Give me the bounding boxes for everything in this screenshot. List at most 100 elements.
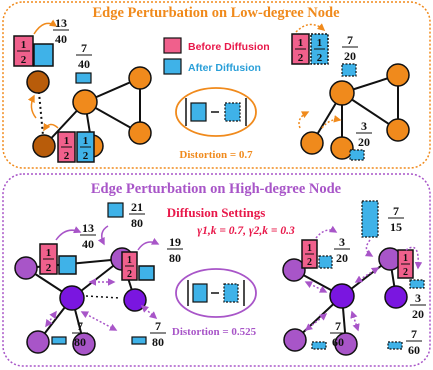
svg-text:2: 2: [317, 52, 323, 64]
double-headed-arrow-icon: [45, 278, 158, 331]
fraction-7-60-a: 7 60: [330, 319, 346, 349]
fraction-7-20: 7 20: [342, 33, 358, 63]
after-diffusion-bar-small: [75, 72, 92, 84]
diffusion-settings-params: γ1,k = 0.7, γ2,k = 0.3: [197, 225, 295, 237]
svg-text:21: 21: [131, 200, 143, 214]
after-diffusion-bar: [33, 43, 54, 67]
svg-text:60: 60: [408, 343, 420, 357]
absolute-value-bars-icon: [187, 280, 245, 306]
top-right-bar-pair: 1 2 1 2: [291, 33, 329, 65]
svg-text:40: 40: [82, 237, 94, 251]
top-right-graph-nodes: [300, 63, 410, 160]
after-diffusion-bar: [190, 102, 207, 122]
fraction-3-20-a: 3 20: [334, 235, 350, 265]
node-perturbed: [384, 285, 408, 309]
svg-text:7: 7: [393, 204, 399, 218]
node: [128, 121, 152, 145]
node-perturbed: [123, 288, 147, 312]
top-distortion-label: Distortion = 0.7: [179, 149, 253, 161]
after-diffusion-bar-perturbed: [318, 255, 333, 269]
legend: Before Diffusion After Diffusion: [163, 37, 270, 75]
bottom-right-bar-pair-2: 1 2: [397, 249, 414, 279]
svg-text:1: 1: [307, 243, 312, 254]
svg-text:20: 20: [336, 251, 348, 265]
fraction-denominator: 2: [21, 54, 27, 66]
svg-text:1: 1: [127, 255, 132, 266]
svg-text:80: 80: [152, 335, 164, 349]
fraction-7-15: 7 15: [388, 204, 404, 234]
svg-text:1: 1: [46, 247, 52, 259]
after-diffusion-bar-perturbed: [349, 149, 365, 161]
svg-text:3: 3: [339, 235, 345, 249]
after-diffusion-bar: [138, 265, 155, 281]
fraction-7-80-b: 7 80: [150, 319, 166, 349]
svg-text:13: 13: [55, 16, 67, 30]
svg-text:3: 3: [361, 119, 367, 133]
after-diffusion-bar: [107, 202, 124, 218]
diffusion-settings-title: Diffusion Settings: [167, 205, 266, 220]
svg-text:80: 80: [74, 335, 86, 349]
curved-arrow-icon: [27, 94, 37, 119]
fraction-3-20-b: 3 20: [410, 291, 426, 321]
bottom-left-bar-pair: 1 2: [39, 243, 77, 275]
svg-text:1: 1: [64, 135, 70, 147]
legend-before-swatch: [163, 37, 182, 54]
curved-arrow-icon: [295, 23, 326, 33]
node: [26, 330, 50, 354]
after-diffusion-bar: [131, 336, 147, 345]
fraction-21-80: 21 80: [129, 200, 145, 230]
distortion-formula-ellipse: [175, 268, 257, 318]
svg-text:7: 7: [347, 33, 353, 47]
curved-arrow-icon: [298, 111, 310, 129]
fraction-13-40-bottom: 13 40: [80, 221, 96, 251]
after-diffusion-bar-perturbed: [224, 102, 241, 122]
curved-arrow-icon: [33, 19, 58, 35]
fraction-7-60-b: 7 60: [406, 327, 422, 357]
curved-arrow-icon: [97, 225, 109, 246]
curved-arrow-icon: [55, 226, 82, 241]
bottom-panel-border: [2, 173, 431, 367]
svg-text:7: 7: [411, 327, 417, 341]
bottom-left-graph-nodes: [14, 247, 147, 356]
svg-text:1: 1: [83, 135, 89, 147]
node: [128, 66, 152, 90]
svg-text:7: 7: [81, 41, 87, 55]
svg-text:7: 7: [155, 319, 161, 333]
top-panel-border: [2, 1, 431, 169]
after-diffusion-bar-perturbed: [223, 283, 239, 303]
node: [330, 136, 354, 160]
svg-text:19: 19: [169, 235, 181, 249]
svg-text:20: 20: [344, 49, 356, 63]
after-diffusion-bar-perturbed: [387, 341, 403, 350]
top-panel-title: Edge Perturbation on Low-degree Node: [92, 5, 340, 21]
curved-arrow-icon: [321, 115, 342, 129]
node-high-degree: [59, 285, 85, 311]
svg-text:1: 1: [403, 253, 408, 264]
after-diffusion-bar: [58, 255, 77, 275]
bottom-distortion-label: Distortion = 0.525: [172, 326, 257, 338]
svg-text:3: 3: [415, 291, 421, 305]
top-left-bar-pair: 1 2: [13, 35, 54, 67]
after-diffusion-bar-perturbed: [409, 279, 425, 289]
svg-text:40: 40: [55, 32, 67, 46]
distortion-formula-ellipse: [175, 87, 257, 137]
svg-text:20: 20: [412, 307, 424, 321]
node: [282, 258, 306, 282]
svg-text:15: 15: [390, 220, 402, 234]
fraction-numerator: 1: [21, 39, 27, 51]
svg-text:2: 2: [307, 257, 312, 268]
svg-text:7: 7: [335, 319, 341, 333]
svg-text:2: 2: [46, 262, 52, 274]
after-diffusion-bar-perturbed: [341, 63, 357, 77]
legend-before-label: Before Diffusion: [188, 41, 270, 53]
node-hub: [329, 80, 355, 106]
after-diffusion-bar-perturbed: [361, 200, 379, 238]
node: [283, 328, 307, 352]
svg-text:60: 60: [332, 335, 344, 349]
svg-text:20: 20: [358, 135, 370, 149]
fraction-19-80: 19 80: [167, 235, 183, 265]
svg-text:2: 2: [83, 150, 89, 162]
svg-text:1: 1: [298, 37, 304, 49]
double-headed-arrow-icon: [304, 267, 380, 332]
